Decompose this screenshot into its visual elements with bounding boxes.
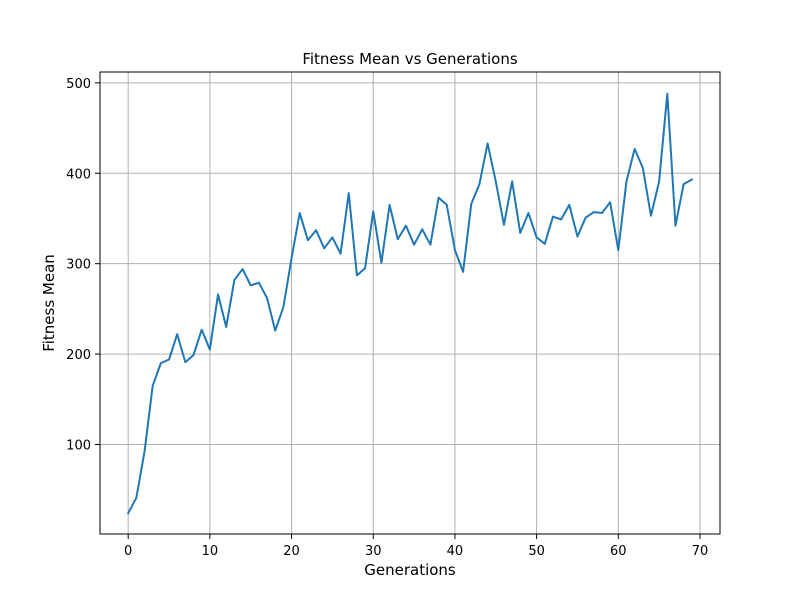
x-tick-label: 0 [124,544,132,559]
y-tick-label: 400 [66,167,91,182]
x-tick-label: 10 [202,544,219,559]
x-tick-label: 50 [528,544,545,559]
series-layer [126,92,694,515]
x-tick-label: 60 [610,544,627,559]
y-tick-label: 500 [66,77,91,92]
series-line [126,92,694,515]
x-axis-title: Generations [364,561,456,579]
grid-lines [100,72,720,534]
y-tick-label: 100 [66,438,91,453]
y-tick-label: 300 [66,258,91,273]
x-tick-label: 70 [692,544,709,559]
y-axis-ticks: 100 200 300 400 500 [66,77,100,453]
y-axis-title: Fitness Mean [40,254,58,352]
x-tick-label: 30 [365,544,382,559]
y-tick-label: 200 [66,348,91,363]
plot-frame [99,71,721,535]
x-tick-label: 20 [283,544,300,559]
x-tick-label: 40 [447,544,464,559]
x-axis-ticks: 0 10 20 30 40 50 60 70 [124,534,708,559]
chart-title: Fitness Mean vs Generations [302,50,517,68]
